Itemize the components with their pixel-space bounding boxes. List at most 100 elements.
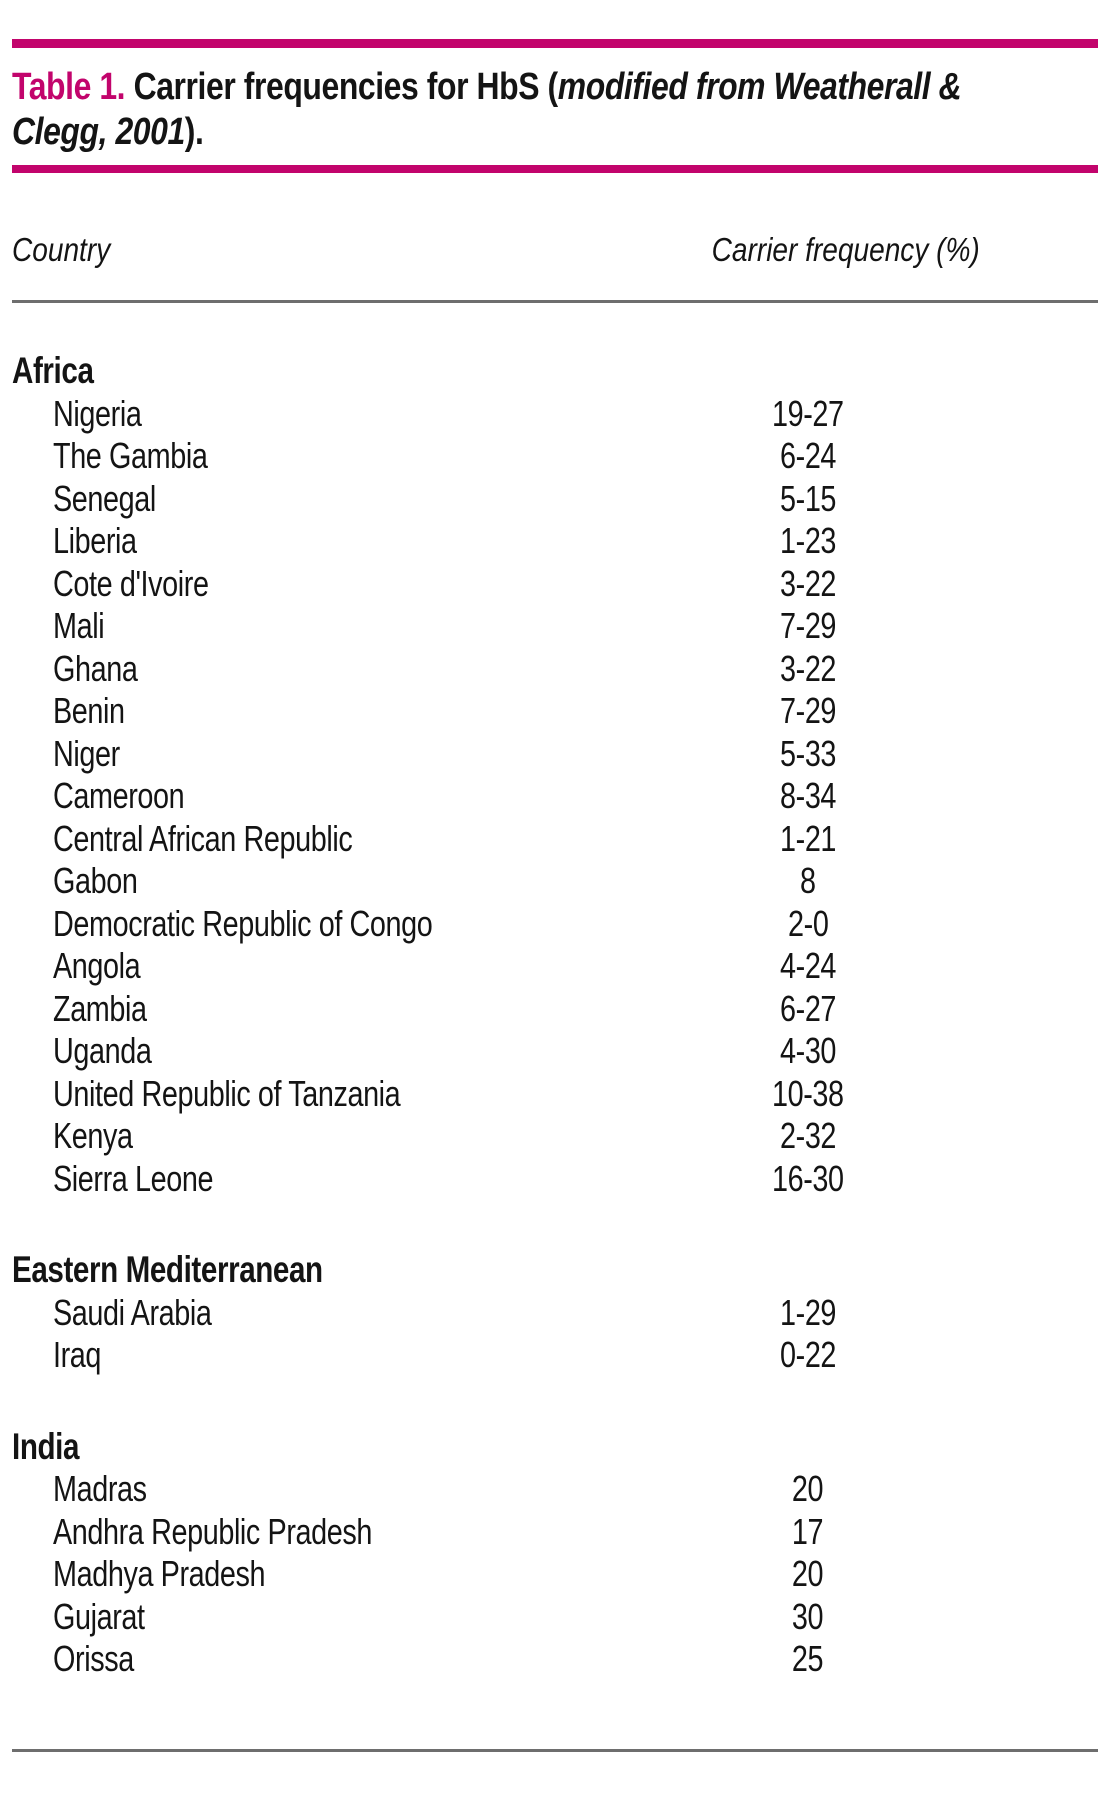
region-section: India Madras 20 Andhra Republic Pradesh 17 Ma… bbox=[12, 1426, 1098, 1681]
country-name-cell: The Gambia bbox=[12, 435, 688, 478]
carrier-frequency-value: 4-24 bbox=[779, 945, 837, 986]
carrier-frequency-value: 8 bbox=[800, 860, 816, 901]
table-row: Madhya Pradesh 20 bbox=[12, 1553, 1098, 1596]
table-row: Madras 20 bbox=[12, 1468, 1098, 1511]
carrier-frequency-cell: 25 bbox=[688, 1638, 928, 1681]
table-row: Liberia 1-23 bbox=[12, 520, 1098, 563]
country-name-cell: Gujarat bbox=[12, 1596, 688, 1639]
table-row: Democratic Republic of Congo 2-0 bbox=[12, 903, 1098, 946]
country-name: The Gambia bbox=[53, 435, 208, 476]
table-row: Gujarat 30 bbox=[12, 1596, 1098, 1639]
carrier-frequency-cell: 4-24 bbox=[688, 945, 928, 988]
page: Table 1. Carrier frequencies for HbS (mo… bbox=[12, 39, 1098, 1752]
country-name: Cameroon bbox=[53, 775, 185, 816]
table-row: Uganda 4-30 bbox=[12, 1030, 1098, 1073]
region-heading-label: Africa bbox=[12, 350, 94, 391]
country-name: Mali bbox=[53, 605, 105, 646]
carrier-frequency-cell: 10-38 bbox=[688, 1073, 928, 1116]
bottom-divider-rule bbox=[12, 1748, 1098, 1752]
table-row: Mali 7-29 bbox=[12, 605, 1098, 648]
country-name-cell: Andhra Republic Pradesh bbox=[12, 1511, 688, 1554]
country-name-cell: Kenya bbox=[12, 1115, 688, 1158]
table-row: Orissa 25 bbox=[12, 1638, 1098, 1681]
carrier-frequency-cell: 5-15 bbox=[688, 478, 928, 521]
country-name-cell: Central African Republic bbox=[12, 818, 688, 861]
country-name: Andhra Republic Pradesh bbox=[53, 1510, 373, 1552]
table-row: Central African Republic 1-21 bbox=[12, 818, 1098, 861]
table-title: Table 1. Carrier frequencies for HbS (mo… bbox=[12, 65, 1098, 155]
carrier-frequency-value: 20 bbox=[792, 1553, 824, 1594]
table-row: Benin 7-29 bbox=[12, 690, 1098, 733]
country-name-cell: Niger bbox=[12, 733, 688, 776]
region-heading: Eastern Mediterranean bbox=[12, 1249, 1098, 1292]
table-title-line-2: Clegg, 2001). bbox=[12, 110, 1098, 155]
table-row: Zambia 6-27 bbox=[12, 988, 1098, 1031]
country-name: Liberia bbox=[53, 520, 137, 561]
carrier-frequency-value: 5-15 bbox=[779, 477, 837, 519]
carrier-frequency-value: 30 bbox=[792, 1595, 824, 1637]
country-name: Saudi Arabia bbox=[53, 1291, 212, 1333]
country-name: United Republic of Tanzania bbox=[53, 1072, 401, 1114]
carrier-frequency-value: 16-30 bbox=[772, 1157, 844, 1199]
table-row: Cote d'Ivoire 3-22 bbox=[12, 563, 1098, 606]
carrier-frequency-cell: 3-22 bbox=[688, 648, 928, 691]
country-name: Uganda bbox=[53, 1030, 152, 1071]
country-name-cell: Angola bbox=[12, 945, 688, 988]
table-title-citation-part2: Clegg, 2001 bbox=[12, 111, 185, 153]
column-header-country: Country bbox=[12, 231, 111, 268]
carrier-frequency-value: 10-38 bbox=[772, 1072, 844, 1114]
header-accent-rule bbox=[12, 165, 1098, 173]
region-section: Africa Nigeria 19-27 The Gambia 6-24 Senegal 5… bbox=[12, 350, 1098, 1200]
country-name: Gujarat bbox=[53, 1595, 145, 1637]
carrier-frequency-cell: 1-29 bbox=[688, 1292, 928, 1335]
country-name: Madras bbox=[53, 1468, 147, 1509]
country-name: Cote d'Ivoire bbox=[53, 562, 209, 604]
carrier-frequency-value: 6-27 bbox=[779, 987, 837, 1029]
carrier-frequency-cell: 7-29 bbox=[688, 605, 928, 648]
carrier-frequency-cell: 4-30 bbox=[688, 1030, 928, 1073]
country-name-cell: Sierra Leone bbox=[12, 1158, 688, 1201]
carrier-frequency-cell: 5-33 bbox=[688, 733, 928, 776]
country-name-cell: United Republic of Tanzania bbox=[12, 1073, 688, 1116]
carrier-frequency-cell: 20 bbox=[688, 1553, 928, 1596]
column-header-frequency: Carrier frequency (%) bbox=[711, 231, 980, 268]
country-name-cell: Democratic Republic of Congo bbox=[12, 903, 688, 946]
country-name-cell: Uganda bbox=[12, 1030, 688, 1073]
carrier-frequency-cell: 1-21 bbox=[688, 818, 928, 861]
country-name-cell: Zambia bbox=[12, 988, 688, 1031]
carrier-frequency-cell: 3-22 bbox=[688, 563, 928, 606]
table-row: Gabon 8 bbox=[12, 860, 1098, 903]
carrier-frequency-cell: 8 bbox=[688, 860, 928, 903]
country-name: Ghana bbox=[53, 647, 138, 689]
carrier-frequency-cell: 2-32 bbox=[688, 1115, 928, 1158]
country-name: Niger bbox=[53, 732, 120, 774]
carrier-frequency-value: 25 bbox=[792, 1638, 824, 1679]
carrier-frequency-cell: 6-27 bbox=[688, 988, 928, 1031]
region-heading: Africa bbox=[12, 350, 1098, 393]
carrier-frequency-value: 0-22 bbox=[779, 1334, 837, 1375]
country-name-cell: Madhya Pradesh bbox=[12, 1553, 688, 1596]
carrier-frequency-value: 20 bbox=[792, 1468, 824, 1509]
table-title-text: Carrier frequencies for HbS ( bbox=[125, 66, 559, 108]
carrier-frequency-cell: 1-23 bbox=[688, 520, 928, 563]
table-row: Andhra Republic Pradesh 17 bbox=[12, 1511, 1098, 1554]
carrier-frequency-value: 5-33 bbox=[779, 732, 837, 774]
country-name-cell: Orissa bbox=[12, 1638, 688, 1681]
country-name: Gabon bbox=[53, 860, 138, 901]
header-divider-rule bbox=[12, 300, 1098, 303]
country-name-cell: Nigeria bbox=[12, 393, 688, 436]
carrier-frequency-value: 1-21 bbox=[779, 817, 837, 859]
country-name-cell: Benin bbox=[12, 690, 688, 733]
carrier-frequency-value: 3-22 bbox=[779, 647, 837, 689]
country-name: Central African Republic bbox=[53, 817, 353, 859]
table-body: Africa Nigeria 19-27 The Gambia 6-24 Senegal 5… bbox=[12, 350, 1098, 1681]
region-section: Eastern Mediterranean Saudi Arabia 1-29 Ira… bbox=[12, 1249, 1098, 1377]
column-header-row: Country Carrier frequency (%) bbox=[12, 230, 1098, 270]
carrier-frequency-value: 19-27 bbox=[772, 392, 844, 434]
top-accent-rule bbox=[12, 39, 1098, 48]
table-row: United Republic of Tanzania 10-38 bbox=[12, 1073, 1098, 1116]
table-row: Nigeria 19-27 bbox=[12, 393, 1098, 436]
carrier-frequency-value: 4-30 bbox=[779, 1030, 837, 1071]
carrier-frequency-value: 17 bbox=[792, 1510, 824, 1552]
country-name-cell: Liberia bbox=[12, 520, 688, 563]
